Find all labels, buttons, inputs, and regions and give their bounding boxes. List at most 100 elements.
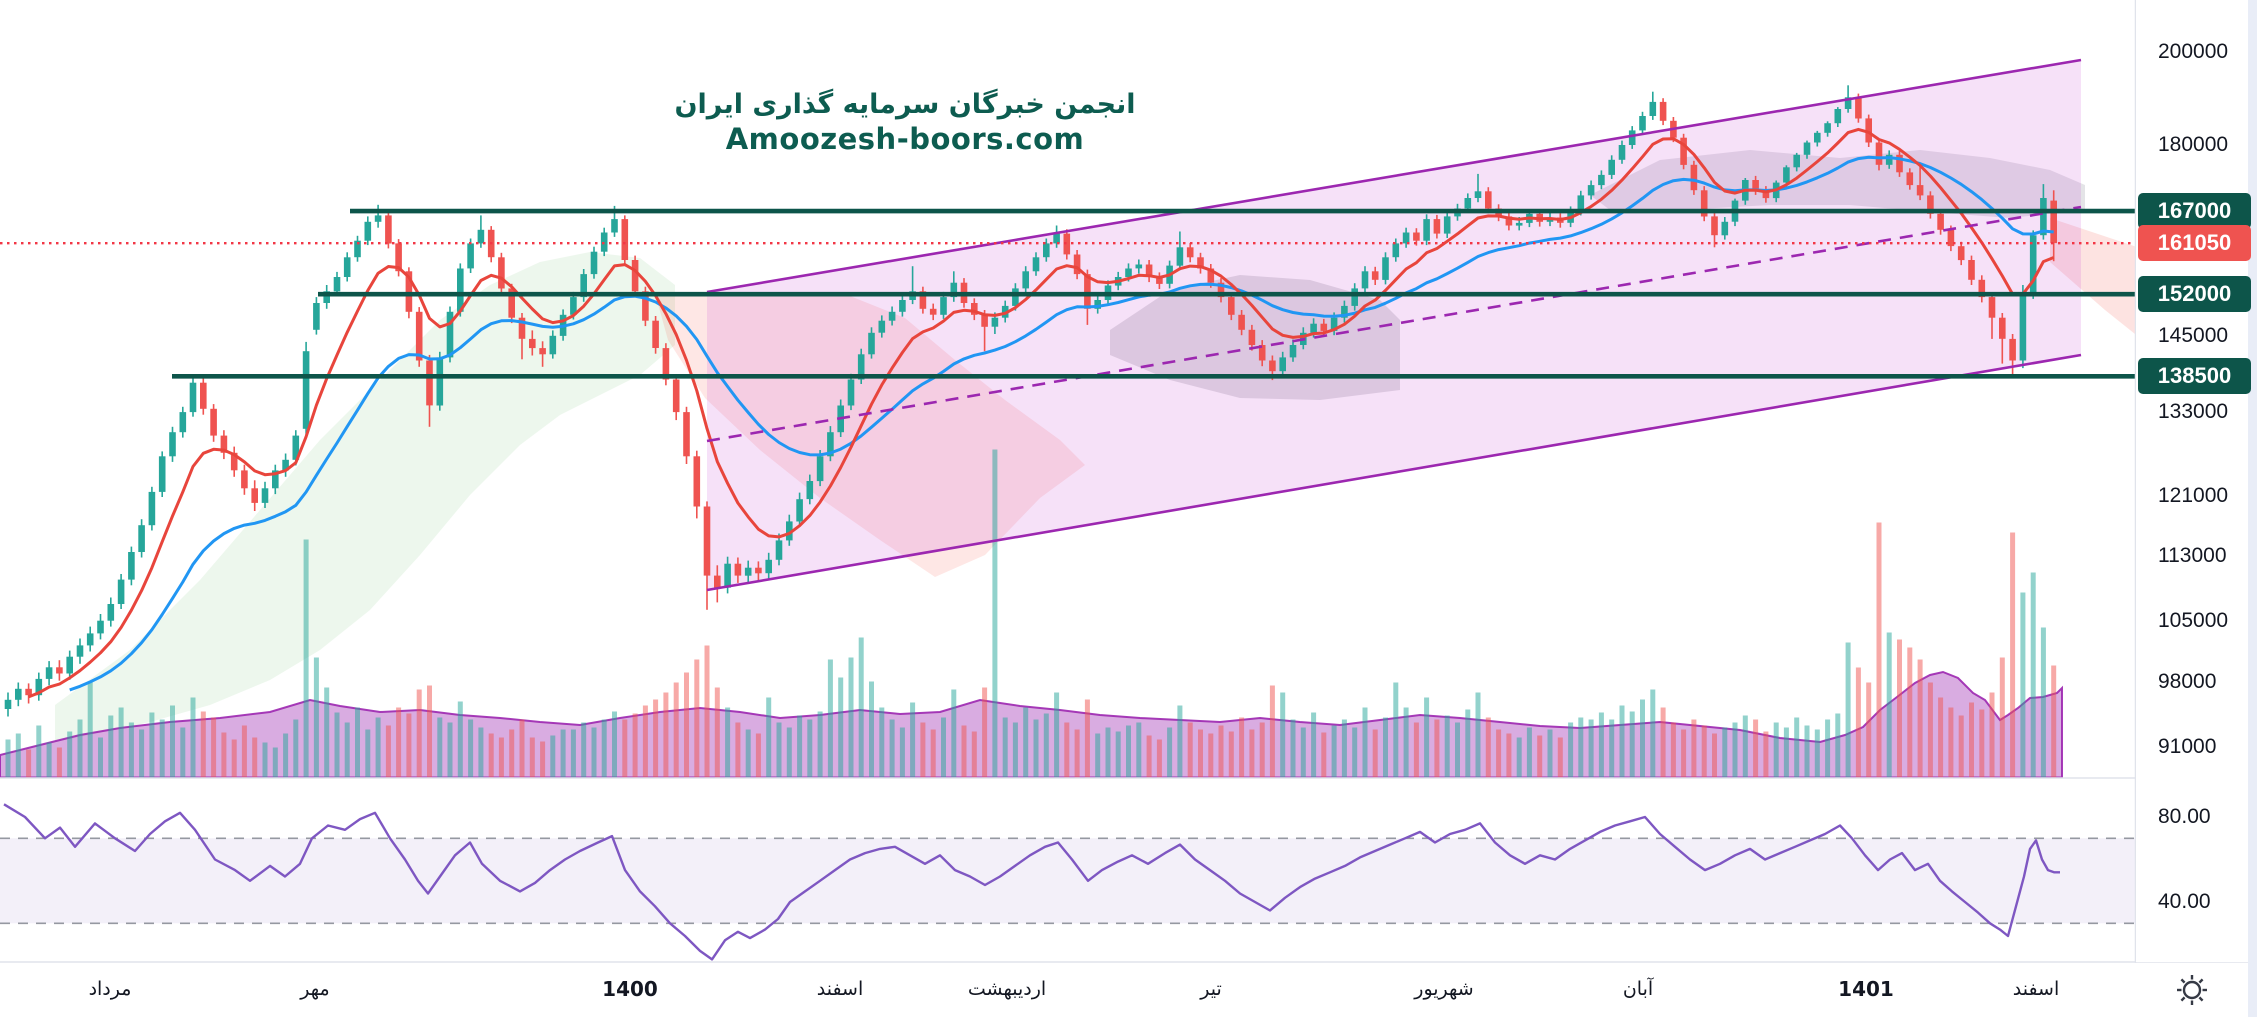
- candle-body: [1289, 345, 1297, 358]
- candle-body: [323, 291, 330, 303]
- green-cloud-left: [55, 252, 675, 742]
- volume-bar: [15, 733, 21, 778]
- volume-bar: [930, 729, 936, 778]
- candle-body: [1443, 216, 1451, 234]
- volume-bar: [1619, 705, 1625, 778]
- volume-bar: [1043, 713, 1049, 778]
- volume-bar: [1064, 722, 1070, 778]
- candle-body: [2019, 294, 2027, 361]
- candle-body: [1279, 357, 1286, 372]
- candle-body: [1824, 123, 1831, 133]
- volume-bar: [1969, 702, 1974, 778]
- volume-bar: [2020, 592, 2026, 778]
- volume-bar: [1228, 731, 1234, 778]
- price-axis-label-91000: 91000: [2158, 735, 2217, 758]
- volume-bar: [56, 747, 62, 778]
- candle-body: [734, 563, 742, 576]
- volume-bar: [1897, 639, 1902, 778]
- candle-body: [1217, 282, 1225, 298]
- volume-bar: [827, 659, 833, 778]
- candle-body: [1690, 164, 1698, 191]
- volume-ma-area: [0, 670, 2063, 779]
- volume-bar: [1269, 685, 1275, 778]
- time-axis[interactable]: [0, 963, 2257, 1017]
- candle-body: [878, 320, 886, 333]
- volume-bar: [324, 687, 330, 778]
- time-axis-label-1400: 1400: [602, 977, 658, 1001]
- candle-body: [189, 382, 197, 413]
- volume-bar: [1290, 719, 1296, 778]
- volume-bar: [807, 719, 813, 778]
- volume-bar: [889, 719, 895, 778]
- candle-body: [333, 277, 341, 292]
- sun-settings-icon[interactable]: [2173, 971, 2211, 1009]
- candle-body: [775, 540, 783, 560]
- volume-bar: [2040, 627, 2046, 778]
- candle-body: [1330, 317, 1338, 331]
- candle-body: [1649, 101, 1657, 116]
- volume-bar: [1876, 522, 1882, 778]
- volume-bar: [139, 729, 145, 778]
- candle-body: [1392, 243, 1400, 258]
- volume-bar: [941, 717, 946, 778]
- candle-body: [1485, 191, 1492, 209]
- candle-body: [724, 563, 731, 588]
- candle-body: [148, 491, 156, 526]
- axis-settings-corner[interactable]: [2136, 963, 2248, 1017]
- price-axis[interactable]: [2136, 0, 2257, 962]
- volume-bar: [1722, 727, 1728, 778]
- candle-body: [128, 552, 135, 580]
- volume-bar: [1156, 739, 1162, 778]
- volume-bar: [457, 701, 463, 778]
- volume-bar: [1938, 697, 1944, 778]
- volume-bar: [396, 707, 402, 778]
- candle-body: [590, 251, 598, 275]
- candle-body: [457, 268, 464, 312]
- volume-bar: [447, 722, 453, 778]
- volume-bar: [1568, 722, 1574, 778]
- volume-bar: [1783, 727, 1789, 778]
- volume-bar: [1177, 705, 1183, 778]
- candle-body: [1371, 271, 1379, 280]
- volume-bar: [1732, 722, 1738, 778]
- volume-bar: [1465, 709, 1471, 778]
- volume-bars: [5, 449, 2057, 778]
- candle-body: [1885, 154, 1893, 165]
- candle-body: [97, 620, 104, 634]
- volume-bar: [1496, 729, 1502, 778]
- volume-bar: [632, 713, 638, 778]
- volume-bar: [1927, 682, 1933, 778]
- volume-bar: [591, 727, 597, 778]
- volume-bar: [622, 719, 628, 778]
- candle-body: [621, 219, 629, 260]
- candle-body: [1947, 229, 1955, 247]
- volume-bar: [1835, 713, 1841, 778]
- volume-bar: [1362, 707, 1368, 778]
- candle-body: [498, 257, 505, 289]
- right-edge-strip: [2248, 0, 2257, 1017]
- volume-bar: [1023, 707, 1029, 778]
- candle-body: [1073, 254, 1081, 275]
- volume-bar: [67, 731, 73, 778]
- volume-bar: [869, 681, 874, 778]
- candle-body: [1783, 167, 1790, 183]
- candle-body: [1855, 97, 1862, 119]
- candle-body: [1927, 195, 1934, 214]
- volume-bar: [1239, 717, 1245, 778]
- volume-bar: [1475, 692, 1481, 778]
- candle-body: [1906, 172, 1914, 186]
- volume-bar: [200, 711, 206, 778]
- candle-body: [1814, 132, 1821, 143]
- volume-bar: [313, 657, 319, 778]
- candle-body: [45, 667, 53, 679]
- volume-bar: [1609, 719, 1615, 778]
- candle-body: [1587, 185, 1595, 196]
- volume-bar: [776, 722, 782, 778]
- plot-area[interactable]: [0, 58, 2140, 961]
- time-axis-label-تیر: تیر: [1200, 978, 1222, 1000]
- candle-body: [857, 354, 865, 380]
- volume-bar: [334, 712, 340, 778]
- candle-body: [1618, 145, 1626, 160]
- candle-body: [405, 271, 413, 312]
